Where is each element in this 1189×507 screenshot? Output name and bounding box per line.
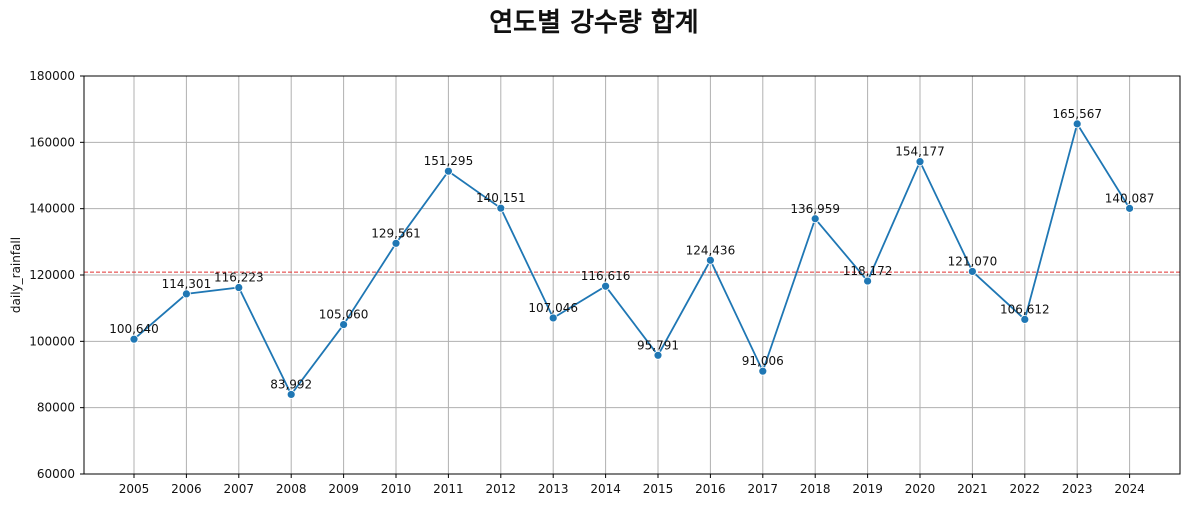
data-label: 83,992 [270, 377, 312, 391]
data-point [653, 350, 663, 360]
y-tick-label: 120000 [29, 268, 75, 282]
data-point [548, 313, 558, 323]
data-label: 100,640 [109, 322, 159, 336]
data-point [129, 334, 139, 344]
x-tick-label: 2023 [1062, 482, 1093, 496]
data-point [758, 366, 768, 376]
data-label: 151,295 [424, 154, 474, 168]
data-label: 106,612 [1000, 302, 1050, 316]
data-point [1072, 119, 1082, 129]
plot-frame [83, 75, 1181, 475]
x-tick-label: 2024 [1114, 482, 1145, 496]
x-axis: 2005 2006 2007 2008 2009 2010 2011 2012 2013 2014… [119, 474, 1145, 496]
x-tick-label: 2014 [590, 482, 621, 496]
data-point [181, 289, 191, 299]
data-label: 124,436 [686, 243, 736, 257]
data-point [496, 203, 506, 213]
x-tick-label: 2006 [171, 482, 202, 496]
data-point [1020, 315, 1030, 324]
data-label: 114,301 [162, 277, 212, 291]
data-point [391, 238, 401, 248]
y-axis-label: daily_rainfall [9, 237, 23, 313]
x-tick-label: 2011 [433, 482, 464, 496]
x-tick-label: 2016 [695, 482, 726, 496]
x-tick-label: 2022 [1010, 482, 1041, 496]
data-label: 95,791 [637, 338, 679, 352]
x-tick-label: 2021 [957, 482, 988, 496]
data-point [810, 214, 820, 224]
x-tick-label: 2019 [852, 482, 883, 496]
x-tick-label: 2005 [119, 482, 150, 496]
data-label: 140,151 [476, 191, 526, 205]
x-tick-label: 2008 [276, 482, 307, 496]
data-label: 140,087 [1105, 191, 1155, 205]
data-labels: 100,640 114,301 116,223 83,992 105,060 129,56… [109, 107, 1154, 392]
data-points [129, 119, 1134, 399]
x-tick-label: 2013 [538, 482, 569, 496]
data-point [968, 267, 977, 276]
data-label: 121,070 [948, 254, 998, 268]
data-point [286, 390, 296, 399]
data-label: 154,177 [895, 145, 945, 159]
data-point [706, 255, 715, 265]
x-tick-label: 2020 [905, 482, 936, 496]
y-tick-label: 140000 [29, 202, 75, 216]
y-tick-label: 100000 [29, 334, 75, 348]
y-tick-label: 80000 [37, 401, 75, 415]
x-tick-label: 2009 [328, 482, 359, 496]
grid [84, 75, 1180, 475]
data-point [234, 283, 244, 292]
x-tick-label: 2018 [800, 482, 831, 496]
data-point [1125, 203, 1134, 213]
data-label: 118,172 [843, 264, 893, 278]
data-label: 105,060 [319, 308, 369, 322]
data-label: 107,046 [528, 301, 578, 315]
data-label: 91,006 [742, 354, 784, 368]
y-tick-label: 160000 [29, 135, 75, 149]
data-point [339, 320, 349, 329]
y-tick-label: 180000 [29, 69, 75, 83]
x-tick-label: 2015 [643, 482, 674, 496]
data-label: 129,561 [371, 226, 421, 240]
data-point [915, 157, 925, 167]
data-label: 116,223 [214, 271, 264, 285]
x-tick-label: 2007 [224, 482, 255, 496]
data-label: 136,959 [790, 202, 840, 216]
data-label: 165,567 [1052, 107, 1102, 121]
data-label: 116,616 [581, 269, 631, 283]
chart-title: 연도별 강수량 합계 [489, 8, 698, 38]
data-point [443, 166, 453, 176]
x-tick-label: 2012 [486, 482, 517, 496]
data-point [863, 276, 872, 286]
series-line [133, 121, 1131, 397]
y-axis: 60000 80000 100000 120000 140000 160000 180000 [29, 69, 84, 481]
x-tick-label: 2017 [748, 482, 779, 496]
x-tick-label: 2010 [381, 482, 412, 496]
data-point [601, 281, 610, 291]
y-tick-label: 60000 [37, 467, 75, 481]
